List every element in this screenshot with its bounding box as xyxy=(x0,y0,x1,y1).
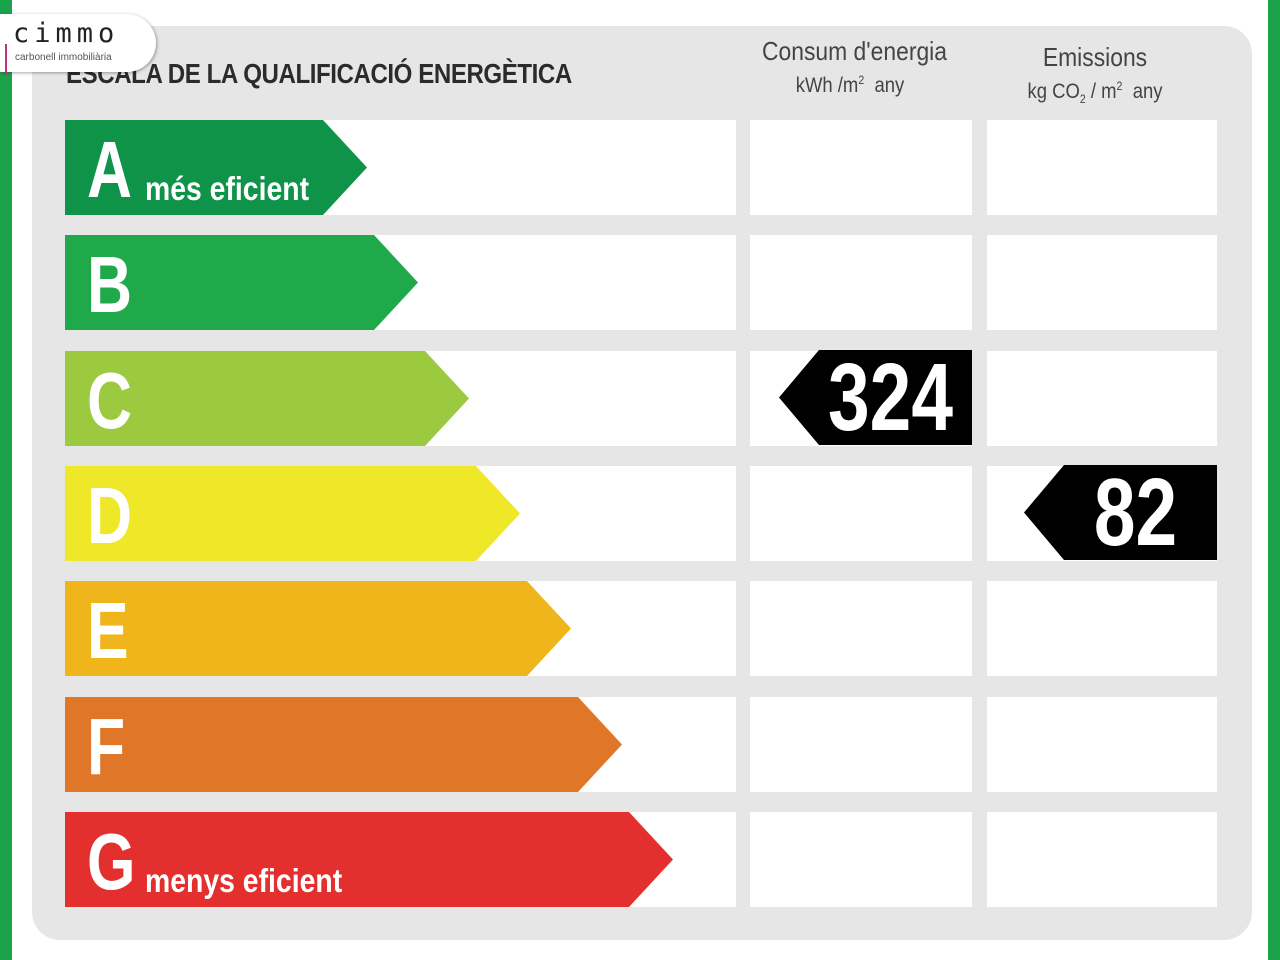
class-f-arrow: F xyxy=(65,697,622,792)
class-e-letter: E xyxy=(87,586,129,675)
class-f-emissions-cell xyxy=(987,697,1217,792)
class-g-arrow-shape xyxy=(65,812,673,907)
class-d-arrow: D xyxy=(65,466,520,561)
class-d-arrow-fill xyxy=(65,466,520,561)
class-c-letter: C xyxy=(87,356,133,445)
logo-wordmark: cimmo xyxy=(13,18,120,49)
class-b-letter: B xyxy=(87,240,133,329)
class-e-arrow-fill xyxy=(65,581,571,676)
consum-header: Consum d'energia kWh /m2 any xyxy=(750,36,950,98)
class-a-consum-cell xyxy=(750,120,972,215)
emissions-header: Emissions kg CO2 / m2 any xyxy=(990,42,1200,106)
class-d-arrow-shape xyxy=(65,466,520,561)
class-f-arrow-shape xyxy=(65,697,622,792)
class-c-arrow-fill xyxy=(65,351,469,446)
class-e-consum-cell xyxy=(750,581,972,676)
class-c-emissions-cell xyxy=(987,351,1217,446)
emissions-unit: kg CO2 / m2 any xyxy=(1003,79,1188,106)
consum-badge-shape xyxy=(779,350,972,445)
emissions-unit-a: kg CO xyxy=(1027,80,1080,103)
logo: cimmo carbonell immobiliària xyxy=(0,14,156,76)
class-b-arrow: B xyxy=(65,235,418,330)
class-a-label: més eficient xyxy=(145,170,310,207)
class-e-arrow-shape xyxy=(65,581,571,676)
emissions-rating-value: 82 xyxy=(1093,459,1178,566)
left-green-edge xyxy=(0,0,12,960)
emissions-badge-arrow xyxy=(1024,465,1217,560)
class-a-letter: A xyxy=(87,125,133,214)
class-g-arrow-fill xyxy=(65,812,673,907)
consum-unit-pre: kWh /m xyxy=(795,74,859,97)
class-b-arrow-fill xyxy=(65,235,418,330)
emissions-badge-shape xyxy=(1024,465,1217,560)
consum-unit: kWh /m2 any xyxy=(762,73,938,98)
consum-unit-post: any xyxy=(874,74,905,97)
class-c-arrow: C xyxy=(65,351,469,446)
class-d-consum-cell xyxy=(750,466,972,561)
class-b-emissions-cell xyxy=(987,235,1217,330)
class-g-letter: G xyxy=(87,817,136,906)
class-g-emissions-cell xyxy=(987,812,1217,907)
emissions-label: Emissions xyxy=(1042,42,1148,72)
class-b-arrow-shape xyxy=(65,235,418,330)
consum-badge-arrow xyxy=(779,350,972,445)
logo-accent-bar xyxy=(5,44,7,76)
class-a-arrow-shape xyxy=(65,120,367,215)
consum-unit-sup: 2 xyxy=(858,73,865,87)
class-b-consum-cell xyxy=(750,235,972,330)
class-g-label: menys eficient xyxy=(145,862,343,899)
class-e-emissions-cell xyxy=(987,581,1217,676)
emissions-unit-sub: 2 xyxy=(1079,92,1086,107)
class-a-emissions-cell xyxy=(987,120,1217,215)
consum-rating-value: 324 xyxy=(828,344,953,451)
consum-rating-badge: 324 xyxy=(779,344,972,451)
class-g-consum-cell xyxy=(750,812,972,907)
emissions-unit-sup: 2 xyxy=(1116,79,1123,93)
class-a-arrow-fill xyxy=(65,120,367,215)
right-green-edge xyxy=(1268,0,1280,960)
scale-title: ESCALA DE LA QUALIFICACIÓ ENERGÈTICA xyxy=(66,58,572,89)
class-f-arrow-fill xyxy=(65,697,622,792)
emissions-unit-post: any xyxy=(1132,80,1163,103)
class-e-arrow: E xyxy=(65,581,571,676)
emissions-rating-badge: 82 xyxy=(1024,459,1217,566)
class-d-letter: D xyxy=(87,471,133,560)
emissions-unit-b: / m xyxy=(1090,80,1117,103)
logo-tagline: carbonell immobiliària xyxy=(15,52,112,63)
consum-label: Consum d'energia xyxy=(762,36,947,66)
class-f-letter: F xyxy=(87,702,126,791)
class-f-consum-cell xyxy=(750,697,972,792)
class-c-arrow-shape xyxy=(65,351,469,446)
